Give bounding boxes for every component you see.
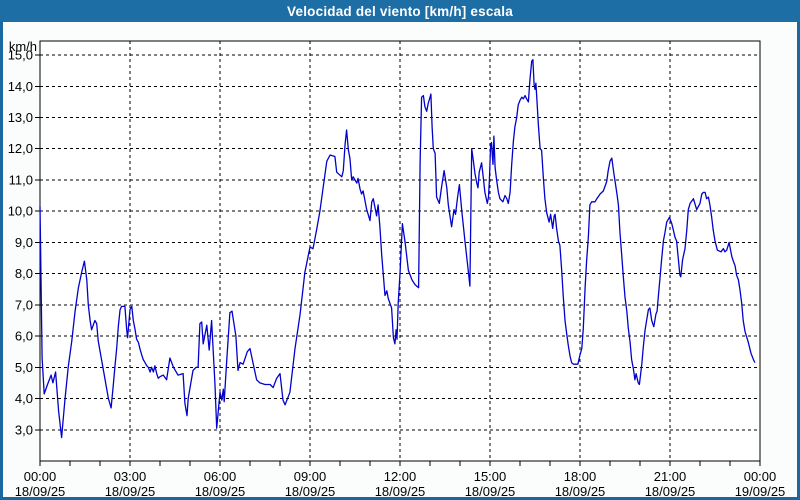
y-tick-label: 11,0: [9, 172, 33, 187]
chart-titlebar: Velocidad del viento [km/h] escala: [0, 0, 800, 22]
y-axis-unit-label: km/h: [9, 39, 37, 54]
y-tick-label: 6,0: [15, 329, 33, 344]
x-tick-date-label: 18/09/25: [105, 484, 156, 499]
y-tick-label: 7,0: [15, 297, 33, 312]
y-tick-label: 5,0: [15, 360, 33, 375]
x-tick-time-label: 18:00: [564, 469, 597, 484]
y-tick-label: 8,0: [15, 266, 33, 281]
chart-title: Velocidad del viento [km/h] escala: [287, 3, 513, 19]
x-tick-time-label: 06:00: [204, 469, 237, 484]
y-tick-label: 4,0: [15, 391, 33, 406]
x-tick-time-label: 15:00: [474, 469, 507, 484]
x-tick-date-label: 19/09/25: [735, 484, 786, 499]
x-tick-time-label: 00:00: [24, 469, 57, 484]
x-tick-date-label: 18/09/25: [195, 484, 246, 499]
x-tick-date-label: 18/09/25: [555, 484, 606, 499]
y-tick-label: 9,0: [15, 235, 33, 250]
x-tick-time-label: 21:00: [654, 469, 687, 484]
y-tick-label: 15,0: [8, 48, 33, 63]
x-tick-date-label: 18/09/25: [285, 484, 336, 499]
x-tick-date-label: 18/09/25: [645, 484, 696, 499]
wind-speed-line: [39, 59, 756, 439]
x-tick-date-label: 18/09/25: [375, 484, 426, 499]
y-tick-label: 13,0: [8, 110, 33, 125]
x-tick-time-label: 03:00: [114, 469, 147, 484]
y-tick-label: 10,0: [8, 204, 33, 219]
x-tick-time-label: 12:00: [384, 469, 417, 484]
x-tick-date-label: 18/09/25: [15, 484, 66, 499]
x-tick-time-label: 00:00: [744, 469, 777, 484]
y-tick-label: 3,0: [15, 422, 33, 437]
x-tick-time-label: 09:00: [294, 469, 327, 484]
y-tick-label: 14,0: [8, 79, 33, 94]
y-tick-label: 12,0: [8, 141, 33, 156]
x-tick-date-label: 18/09/25: [465, 484, 516, 499]
